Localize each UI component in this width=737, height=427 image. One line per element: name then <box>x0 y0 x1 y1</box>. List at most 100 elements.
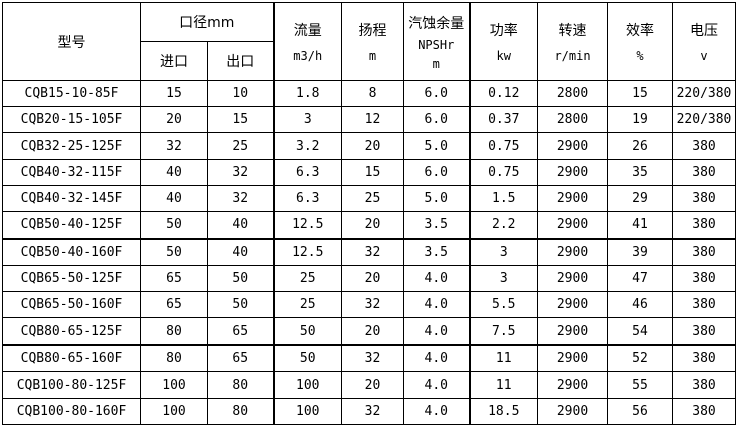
header-npsh-sub: NPSHr <box>418 37 455 52</box>
cell-inlet: 20 <box>140 106 208 134</box>
table-row: CQB65-50-160F 65 50 25 32 4.0 5.5 2900 46 380 <box>2 291 736 319</box>
cell-npsh: 6.0 <box>403 158 470 186</box>
header-voltage-unit: v <box>700 49 708 63</box>
table-row: CQB32-25-125F 32 25 3.2 20 5.0 0.75 2900 26 380 <box>2 132 736 160</box>
table-row: CQB80-65-160F 80 65 50 32 4.0 11 2900 52 380 <box>2 344 736 373</box>
cell-npsh: 4.0 <box>403 291 470 319</box>
header-npsh-label: 汽蚀余量 <box>408 15 465 32</box>
header-power-unit: kw <box>496 49 511 63</box>
header-efficiency-label: 效率 <box>626 23 654 39</box>
cell-outlet: 50 <box>207 265 274 293</box>
cell-flow: 50 <box>272 317 342 346</box>
cell-voltage: 380 <box>672 371 736 399</box>
cell-voltage: 380 <box>672 158 736 186</box>
header-speed: 转速 r/min <box>537 2 608 81</box>
cell-flow: 25 <box>272 291 342 319</box>
cell-npsh: 6.0 <box>403 79 470 108</box>
cell-npsh: 3.5 <box>403 238 470 267</box>
table-header: 型号 口径mm 流量 m3/h 扬程 m 汽蚀余量 NPSHr m 功率 kw <box>2 2 736 81</box>
cell-voltage: 380 <box>672 211 736 240</box>
cell-power: 7.5 <box>468 317 538 346</box>
cell-efficiency: 47 <box>607 265 673 293</box>
cell-power: 11 <box>468 371 538 399</box>
cell-model: CQB80-65-125F <box>2 317 141 346</box>
cell-npsh: 4.0 <box>403 371 470 399</box>
cell-voltage: 380 <box>672 397 736 426</box>
cell-speed: 2900 <box>537 397 608 426</box>
cell-flow: 1.8 <box>272 79 342 108</box>
cell-power: 11 <box>468 344 538 373</box>
cell-head: 20 <box>341 265 404 293</box>
header-model-label: 型号 <box>57 34 86 51</box>
cell-inlet: 50 <box>140 238 208 267</box>
cell-power: 18.5 <box>468 397 538 426</box>
cell-efficiency: 35 <box>607 158 673 186</box>
header-head-unit: m <box>368 49 377 63</box>
header-flow-unit: m3/h <box>293 49 323 63</box>
cell-head: 32 <box>341 344 404 373</box>
header-outlet: 出口 <box>207 41 274 81</box>
cell-inlet: 40 <box>140 158 208 186</box>
cell-head: 32 <box>341 397 404 426</box>
cell-head: 32 <box>341 238 404 267</box>
cell-npsh: 4.0 <box>403 317 470 346</box>
cell-inlet: 80 <box>140 317 208 346</box>
cell-power: 0.75 <box>468 158 538 186</box>
cell-efficiency: 19 <box>607 106 673 134</box>
cell-voltage: 380 <box>672 132 736 160</box>
cell-efficiency: 55 <box>607 371 673 399</box>
cell-model: CQB40-32-145F <box>2 184 141 213</box>
cell-power: 3 <box>468 265 538 293</box>
header-flow-label: 流量 <box>293 23 322 39</box>
header-caliber-label: 口径mm <box>179 15 235 31</box>
cell-model: CQB20-15-105F <box>2 106 141 134</box>
header-head: 扬程 m <box>341 2 404 81</box>
cell-outlet: 40 <box>207 211 274 240</box>
table-row: CQB20-15-105F 20 15 3 12 6.0 0.37 2800 19 220/380 <box>2 106 736 134</box>
header-power: 功率 kw <box>468 2 538 81</box>
table-row: CQB65-50-125F 65 50 25 20 4.0 3 2900 47 380 <box>2 265 736 293</box>
cell-head: 32 <box>341 291 404 319</box>
header-flow: 流量 m3/h <box>272 2 342 81</box>
header-speed-unit: r/min <box>554 49 591 63</box>
cell-voltage: 220/380 <box>672 79 736 108</box>
cell-voltage: 380 <box>672 238 736 267</box>
header-voltage: 电压 v <box>672 2 736 81</box>
cell-speed: 2900 <box>537 158 608 186</box>
cell-voltage: 380 <box>672 184 736 213</box>
header-model: 型号 <box>2 2 141 81</box>
table-row: CQB15-10-85F 15 10 1.8 8 6.0 0.12 2800 15 220/380 <box>2 79 736 108</box>
table-row: CQB40-32-145F 40 32 6.3 25 5.0 1.5 2900 29 380 <box>2 184 736 213</box>
cell-head: 20 <box>341 211 404 240</box>
cell-inlet: 50 <box>140 211 208 240</box>
cell-efficiency: 56 <box>607 397 673 426</box>
cell-efficiency: 54 <box>607 317 673 346</box>
cell-flow: 3 <box>272 106 342 134</box>
cell-npsh: 4.0 <box>403 344 470 373</box>
cell-outlet: 10 <box>207 79 274 108</box>
cell-model: CQB100-80-160F <box>2 397 141 426</box>
table-row: CQB50-40-125F 50 40 12.5 20 3.5 2.2 2900 41 380 <box>2 211 736 240</box>
cell-outlet: 32 <box>207 158 274 186</box>
cell-outlet: 32 <box>207 184 274 213</box>
cell-model: CQB40-32-115F <box>2 158 141 186</box>
cell-head: 20 <box>341 371 404 399</box>
cell-npsh: 5.0 <box>403 132 470 160</box>
cell-model: CQB50-40-125F <box>2 211 141 240</box>
cell-outlet: 15 <box>207 106 274 134</box>
cell-outlet: 65 <box>207 344 274 373</box>
cell-power: 1.5 <box>468 184 538 213</box>
table-row: CQB100-80-160F 100 80 100 32 4.0 18.5 2900 56 380 <box>2 397 736 426</box>
header-power-label: 功率 <box>489 23 518 39</box>
cell-inlet: 100 <box>140 397 208 426</box>
cell-speed: 2900 <box>537 317 608 346</box>
header-voltage-label: 电压 <box>690 23 718 39</box>
cell-flow: 12.5 <box>272 238 342 267</box>
cell-inlet: 100 <box>140 371 208 399</box>
cell-voltage: 380 <box>672 291 736 319</box>
cell-speed: 2900 <box>537 265 608 293</box>
cell-power: 0.37 <box>468 106 538 134</box>
cell-model: CQB32-25-125F <box>2 132 141 160</box>
cell-voltage: 380 <box>672 344 736 373</box>
